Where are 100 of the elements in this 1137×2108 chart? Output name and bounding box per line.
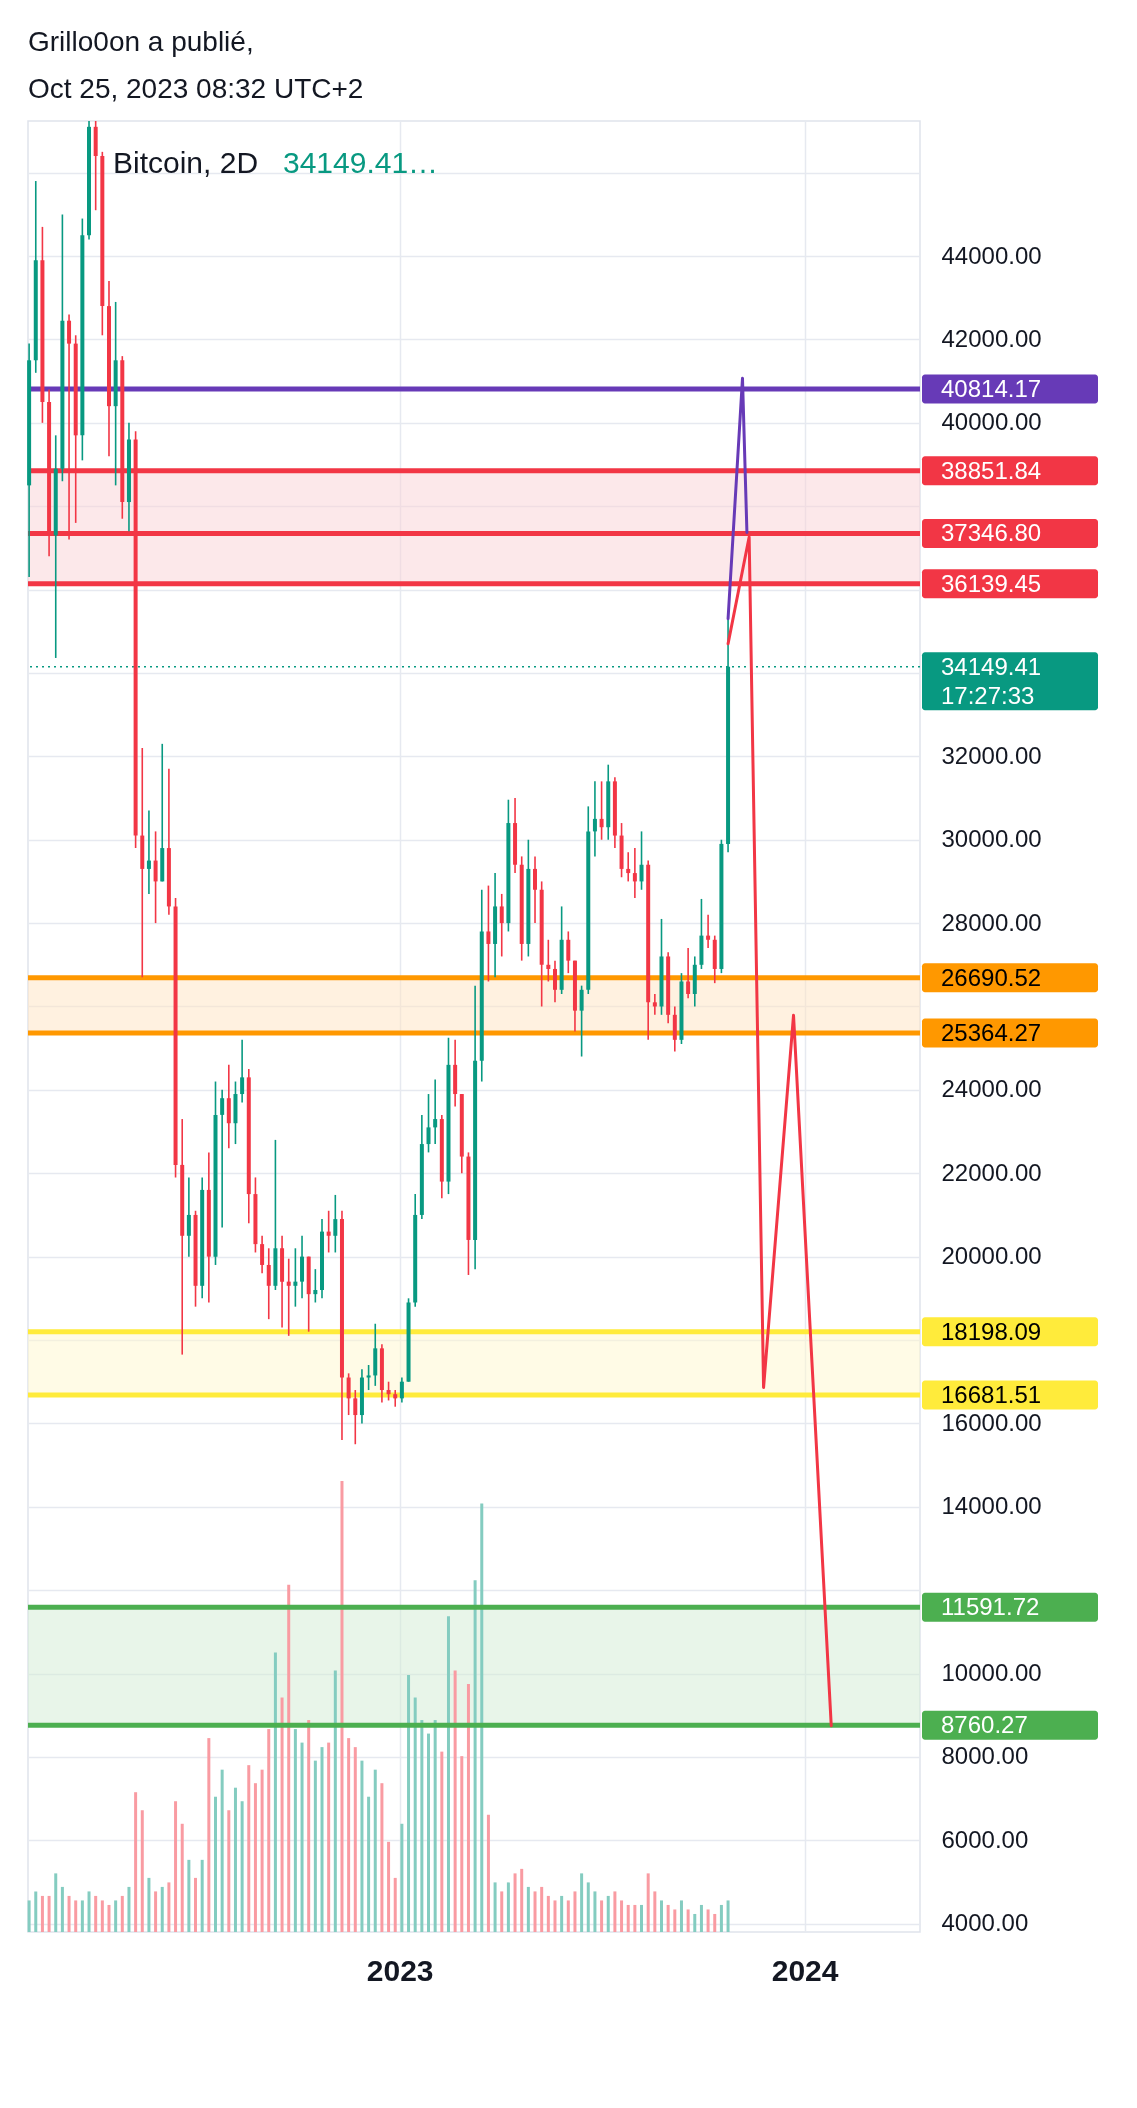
bar <box>74 1900 78 1932</box>
bar <box>220 1769 224 1932</box>
bar <box>500 1891 504 1932</box>
bar <box>400 1823 404 1932</box>
bar <box>154 1891 158 1932</box>
bar <box>327 1742 331 1932</box>
bar <box>626 1904 630 1932</box>
text: Bitcoin, 2D <box>113 146 259 179</box>
bar <box>100 1900 104 1932</box>
bar <box>719 1904 723 1932</box>
bar <box>167 1882 171 1932</box>
bar <box>413 1697 417 1932</box>
candlestick <box>333 1194 338 1254</box>
ref-line-label: 26690.52 <box>941 963 1042 991</box>
candlestick <box>313 1268 318 1304</box>
bar <box>686 1909 690 1932</box>
candlestick <box>146 809 151 895</box>
ref-line-label: 38851.84 <box>941 456 1042 484</box>
bar <box>207 1738 211 1932</box>
bar <box>273 1652 277 1932</box>
candlestick <box>546 938 551 983</box>
candlestick <box>240 1039 245 1104</box>
bar <box>160 1886 164 1932</box>
bar <box>540 1886 544 1932</box>
bar <box>267 1729 271 1932</box>
bar <box>293 1729 297 1932</box>
bar <box>60 1886 64 1932</box>
bar <box>453 1670 457 1932</box>
candlestick <box>426 1093 431 1154</box>
bar <box>633 1904 637 1932</box>
bar <box>360 1760 364 1932</box>
y-tick-label: 16000.00 <box>941 1408 1042 1436</box>
candlestick <box>639 830 644 891</box>
candlestick <box>346 1372 351 1416</box>
bar <box>573 1891 577 1932</box>
bar <box>373 1769 377 1932</box>
bar <box>580 1873 584 1932</box>
bar <box>147 1877 151 1932</box>
bar <box>347 1738 351 1932</box>
candlestick <box>599 780 604 841</box>
ref-line-label: 40814.17 <box>941 374 1042 402</box>
bar <box>127 1886 131 1932</box>
bar <box>699 1904 703 1932</box>
bar <box>174 1801 178 1932</box>
bar <box>253 1783 257 1932</box>
bar <box>653 1891 657 1932</box>
y-tick-label: 20000.00 <box>941 1242 1042 1270</box>
ref-line-label: 34149.41 17:27:33 <box>941 652 1042 709</box>
bar <box>600 1900 604 1932</box>
candlestick <box>220 1089 225 1229</box>
bar <box>546 1895 550 1932</box>
candlestick <box>592 780 597 858</box>
y-tick-label: 8000.00 <box>941 1742 1029 1770</box>
bar <box>280 1697 284 1932</box>
bar <box>120 1895 124 1932</box>
bar <box>506 1882 510 1932</box>
candlestick <box>286 1257 291 1337</box>
candlestick <box>499 893 504 958</box>
bar <box>87 1891 91 1932</box>
bar <box>34 1891 38 1932</box>
bar <box>593 1891 597 1932</box>
bar <box>214 1796 217 1932</box>
candlestick <box>293 1247 298 1308</box>
bar <box>380 1783 384 1932</box>
candlestick <box>706 913 711 949</box>
y-tick-label: 14000.00 <box>941 1492 1042 1520</box>
bar <box>134 1792 138 1932</box>
candlestick <box>153 830 158 924</box>
text: Grillo0on a publié, <box>28 26 254 57</box>
bar <box>200 1859 204 1932</box>
y-tick-label: 28000.00 <box>941 908 1042 936</box>
bar <box>533 1891 537 1932</box>
ref-line-label: 36139.45 <box>941 569 1042 597</box>
y-tick-label: 44000.00 <box>941 241 1042 269</box>
bar <box>660 1900 663 1932</box>
text: 34149.41… <box>282 146 439 179</box>
bar <box>586 1882 590 1932</box>
bar <box>333 1670 337 1932</box>
ref-line-label: 8760.27 <box>941 1711 1028 1739</box>
ref-line-label: 11591.72 <box>941 1593 1040 1621</box>
candlestick <box>326 1209 331 1254</box>
ref-line-label: 25364.27 <box>941 1018 1042 1046</box>
bar <box>47 1895 51 1932</box>
candlestick <box>486 884 491 983</box>
bar <box>693 1913 697 1932</box>
bar <box>320 1747 324 1932</box>
candlestick <box>686 947 691 999</box>
y-tick-label: 10000.00 <box>941 1659 1042 1687</box>
bar <box>80 1900 84 1932</box>
bar <box>713 1913 717 1932</box>
bar <box>613 1891 617 1932</box>
bar <box>420 1720 424 1932</box>
bar <box>446 1616 450 1932</box>
bar <box>520 1868 524 1932</box>
y-tick-label: 30000.00 <box>941 825 1042 853</box>
bar <box>340 1481 344 1932</box>
bar <box>646 1873 650 1932</box>
bar <box>107 1904 111 1932</box>
bar <box>307 1720 311 1932</box>
candlestick <box>632 847 637 899</box>
